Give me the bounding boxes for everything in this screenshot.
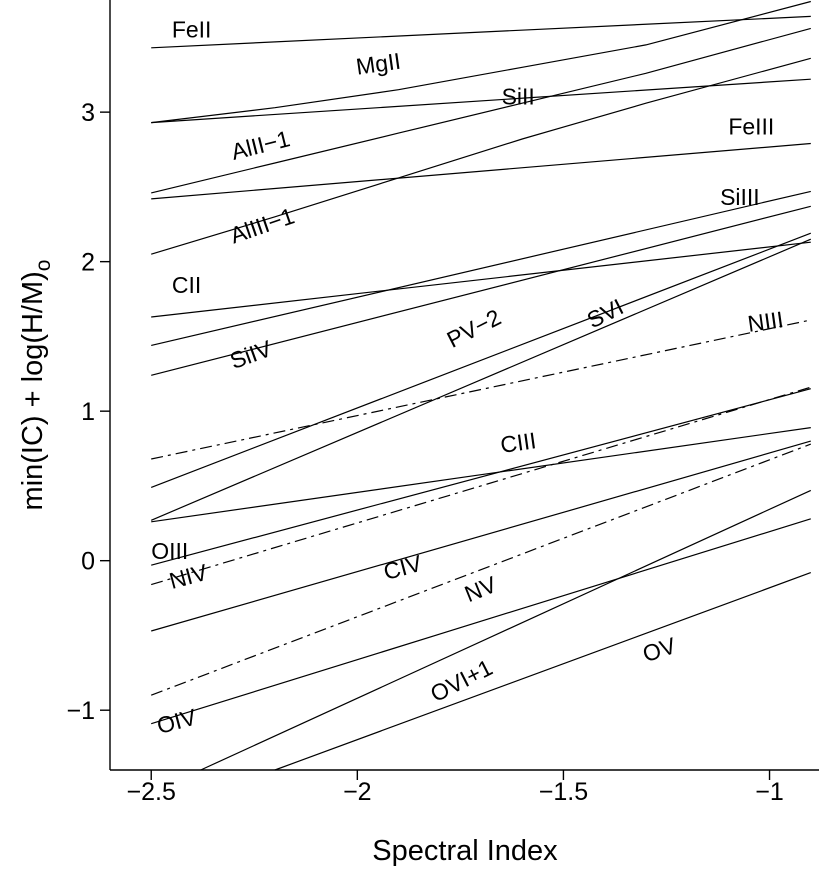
series-line-svi — [150, 238, 812, 521]
ion-label-mgii: MgII — [354, 48, 402, 80]
y-tick-label: 0 — [81, 548, 95, 576]
y-tick-label: −1 — [66, 697, 95, 725]
y-axis-title-main: min(IC) + log(H/M) — [17, 271, 49, 510]
series-line-feii — [151, 15, 811, 49]
ion-label-feiii: FeIII — [728, 114, 774, 140]
series-line-ov — [274, 572, 812, 771]
series-line-siiv — [151, 205, 811, 376]
series-line-pv-2 — [150, 232, 812, 488]
series-line-nv — [150, 443, 812, 696]
ion-label-ciii: CIII — [499, 427, 538, 458]
ion-label-siii: SiII — [502, 84, 535, 110]
series-lines — [150, 0, 812, 771]
plot-frame — [109, 0, 819, 771]
ion-label-siiv: SiIV — [226, 335, 275, 374]
series-line-civ — [151, 440, 811, 632]
series-line-cii — [151, 241, 811, 318]
ion-label-civ: CIV — [381, 550, 425, 585]
y-axis-title-subscript: o — [32, 260, 55, 272]
series-line-aliii-1 — [151, 57, 811, 255]
ion-labels: FeII MgII SiII AlII−1 FeIII AlIII−1 SiIII CII Si… — [151, 16, 785, 739]
y-axis-title: min(IC) + log(H/M)o — [17, 260, 55, 511]
x-tick-label: −1.5 — [539, 778, 588, 806]
x-tick-label: −2.5 — [127, 778, 176, 806]
ion-label-niii: NIII — [746, 306, 785, 337]
series-line-siiii — [151, 190, 811, 346]
x-axis-title: Spectral Index — [372, 835, 558, 867]
ion-label-ov: OV — [639, 632, 679, 667]
series-line-siii — [151, 78, 811, 124]
ion-label-alii-1: AlII−1 — [229, 125, 293, 165]
series-line-niii — [151, 319, 811, 460]
ion-label-cii: CII — [172, 272, 201, 298]
y-tick-label: 3 — [81, 99, 95, 127]
ion-label-feii: FeII — [172, 16, 212, 42]
series-line-niv — [151, 386, 811, 586]
series-line-alii-1 — [151, 27, 811, 194]
series-line-oviplus1 — [200, 489, 812, 771]
y-tick-label: 1 — [81, 398, 95, 426]
x-tick-label: −1 — [755, 778, 784, 806]
series-line-feiii — [151, 142, 811, 200]
ion-label-oiv: OIV — [154, 703, 200, 739]
ion-label-aliii-1: AlIII−1 — [227, 202, 298, 248]
x-tick-label: −2 — [343, 778, 372, 806]
series-line-oiii — [151, 388, 811, 566]
ion-label-pv-2: PV−2 — [443, 304, 506, 353]
y-tick-label: 2 — [81, 249, 95, 277]
ion-label-siiii: SiIII — [720, 184, 760, 210]
ion-label-nv: NV — [461, 571, 501, 607]
ion-label-oiii: OIII — [151, 538, 188, 564]
tick-labels: −2.5 −2 −1.5 −1 −1 0 1 2 3 — [66, 99, 783, 806]
series-line-mgii — [151, 0, 811, 124]
ion-label-svi: SVI — [583, 293, 628, 333]
series-line-oiv — [151, 518, 811, 725]
series-line-ciii — [151, 427, 811, 523]
tick-marks — [100, 111, 771, 780]
